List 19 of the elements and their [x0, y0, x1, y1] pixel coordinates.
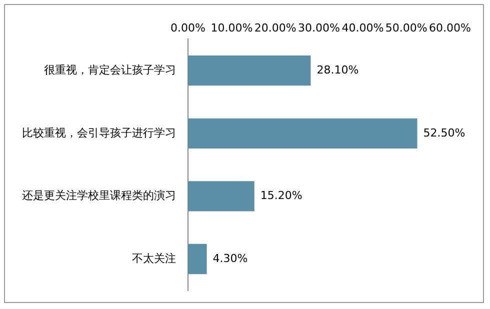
y-tick-label: 比较重视，会引导孩子进行学习	[22, 126, 176, 140]
x-tick-label: 40.00%	[342, 21, 384, 34]
bar	[188, 118, 418, 148]
x-tick-label: 20.00%	[254, 21, 296, 34]
x-tick-label: 50.00%	[385, 21, 428, 34]
y-tick-label: 很重视，肯定会让孩子学习	[44, 63, 176, 76]
data-label: 15.20%	[260, 189, 302, 202]
x-tick-label: 0.00%	[170, 21, 206, 34]
bar	[188, 56, 311, 86]
data-label: 28.10%	[316, 63, 359, 76]
y-tick-label: 还是更关注学校里课程类的演习	[22, 189, 176, 202]
data-label: 52.50%	[423, 126, 466, 140]
x-tick-label: 60.00%	[429, 21, 471, 34]
data-label: 4.30%	[212, 252, 248, 265]
bar	[188, 181, 254, 212]
bar	[188, 244, 207, 274]
x-tick-label: 10.00%	[210, 21, 253, 34]
x-tick-label: 30.00%	[298, 21, 340, 34]
y-tick-label: 不太关注	[132, 252, 176, 265]
